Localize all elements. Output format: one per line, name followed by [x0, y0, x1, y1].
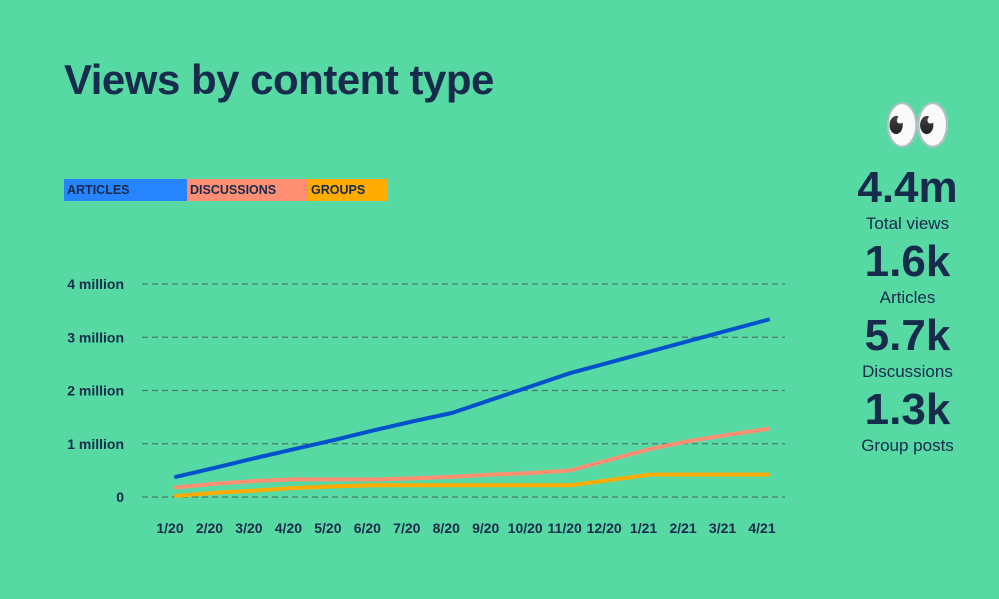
- series-line-discussions: [174, 426, 770, 490]
- legend-groups: GROUPS: [308, 179, 388, 201]
- chart-legend: ARTICLES DISCUSSIONS GROUPS: [64, 179, 388, 201]
- y-tick-label: 4 million: [67, 276, 124, 292]
- stat-total-views: 4.4m Total views: [820, 164, 995, 234]
- stat-label: Group posts: [861, 436, 954, 455]
- y-tick-label: 1 million: [67, 436, 124, 452]
- x-tick-label: 11/20: [548, 520, 582, 536]
- x-tick-label: 9/20: [472, 520, 499, 536]
- stat-value: 1.3k: [864, 385, 951, 434]
- x-tick-label: 1/21: [630, 520, 657, 536]
- x-tick-label: 10/20: [508, 520, 543, 536]
- series-line-groups: [174, 472, 770, 498]
- x-tick-label: 6/20: [354, 520, 381, 536]
- x-tick-label: 3/21: [709, 520, 736, 536]
- stat-label: Total views: [865, 214, 950, 233]
- series-line-articles: [174, 317, 770, 479]
- legend-articles: ARTICLES: [64, 179, 187, 201]
- x-tick-label: 2/21: [669, 520, 696, 536]
- y-tick-label: 3 million: [67, 329, 124, 345]
- stat-value: 5.7k: [864, 311, 951, 360]
- x-tick-label: 8/20: [433, 520, 460, 536]
- stat-articles: 1.6k Articles: [820, 238, 995, 308]
- x-tick-label: 12/20: [587, 520, 622, 536]
- x-tick-label: 4/20: [275, 520, 302, 536]
- stat-discussions: 5.7k Discussions: [820, 312, 995, 382]
- y-tick-label: 2 million: [67, 383, 124, 399]
- stat-value: 4.4m: [857, 163, 958, 212]
- x-tick-label: 5/20: [314, 520, 341, 536]
- x-tick-label: 1/20: [156, 520, 183, 536]
- stat-label: Articles: [879, 288, 936, 307]
- eyes-icon: 👀: [882, 93, 953, 156]
- stat-group-posts: 1.3k Group posts: [820, 386, 995, 456]
- legend-discussions: DISCUSSIONS: [187, 179, 308, 201]
- x-tick-label: 7/20: [393, 520, 420, 536]
- stat-label: Discussions: [862, 362, 953, 381]
- page-title: Views by content type: [64, 56, 494, 103]
- stats-panel: 👀 4.4m Total views 1.6k Articles 5.7k Discu…: [820, 90, 995, 456]
- stat-value: 1.6k: [864, 237, 951, 286]
- x-tick-label: 3/20: [235, 520, 262, 536]
- x-tick-label: 2/20: [196, 520, 223, 536]
- x-tick-label: 4/21: [748, 520, 775, 536]
- y-tick-label: 0: [116, 489, 124, 505]
